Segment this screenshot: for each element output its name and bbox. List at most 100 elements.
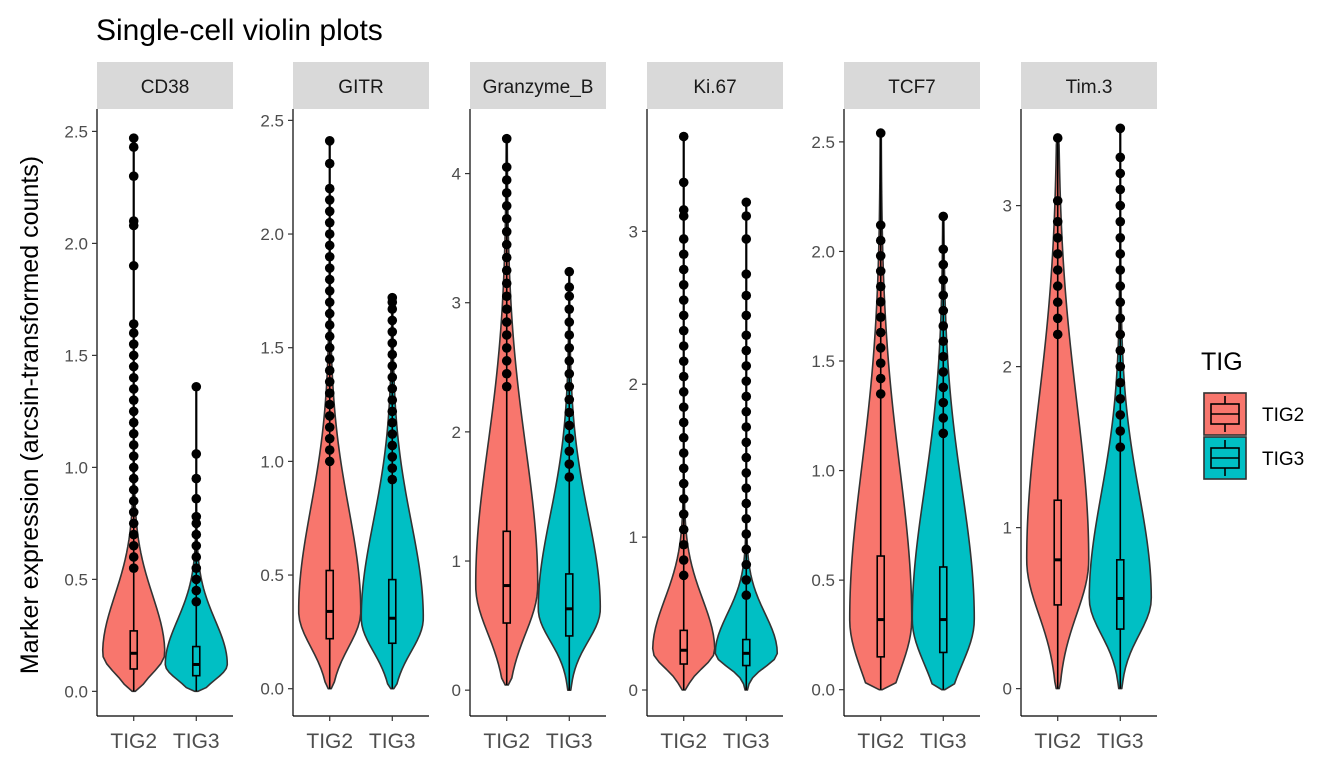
box	[129, 630, 139, 670]
outlier-point	[128, 552, 139, 562]
box	[191, 645, 201, 677]
outlier-point	[938, 351, 949, 362]
facet-label: GITR	[338, 77, 383, 98]
outlier-point	[501, 356, 512, 366]
x-tick-label: TIG3	[173, 730, 220, 753]
outlier-point	[938, 382, 949, 393]
outlier-point	[324, 158, 335, 169]
y-tick-label: 3	[452, 294, 461, 313]
outlier-point	[741, 422, 752, 432]
outlier-point	[741, 544, 752, 555]
y-tick-label: 2.0	[64, 234, 88, 253]
outlier-point	[1115, 233, 1126, 243]
outlier-point	[741, 483, 752, 493]
outlier-point	[324, 263, 335, 273]
outlier-point	[191, 518, 202, 529]
outlier-point	[678, 280, 689, 290]
outlier-point	[741, 211, 752, 221]
outlier-point	[678, 478, 689, 489]
violin-tig2: TIG2	[848, 128, 913, 753]
y-tick-label: 1.5	[811, 352, 835, 371]
outlier-point	[191, 473, 202, 484]
outlier-point	[741, 197, 752, 208]
x-tick-label: TIG3	[920, 730, 967, 753]
outlier-point	[501, 188, 512, 198]
outlier-point	[678, 387, 689, 397]
outlier-point	[741, 361, 752, 371]
outlier-point	[678, 524, 689, 535]
outlier-point	[741, 559, 752, 570]
box	[1053, 499, 1063, 606]
violin-tig2: TIG2	[101, 133, 166, 753]
outlier-point	[324, 365, 335, 376]
outlier-point	[678, 310, 689, 321]
outlier-point	[128, 260, 139, 271]
outlier-point	[324, 286, 335, 296]
facet-strip	[647, 62, 783, 109]
outlier-point	[128, 372, 139, 383]
outlier-point	[678, 234, 689, 244]
outlier-point	[387, 383, 398, 394]
outlier-point	[678, 463, 689, 474]
outlier-point	[564, 304, 575, 314]
facet-label: Ki.67	[693, 77, 736, 98]
outlier-point	[678, 264, 689, 275]
y-tick-label: 0.5	[64, 570, 88, 589]
x-tick-label: TIG3	[723, 730, 770, 753]
outlier-point	[501, 330, 512, 340]
y-tick-label: 2	[629, 375, 638, 394]
outlier-point	[324, 377, 335, 387]
outlier-point	[387, 338, 398, 348]
outlier-point	[564, 317, 575, 327]
outlier-point	[1052, 133, 1063, 143]
outlier-point	[191, 552, 202, 562]
outlier-point	[564, 368, 575, 379]
y-tick-label: 1.0	[811, 462, 835, 481]
outlier-point	[1052, 233, 1063, 243]
outlier-point	[128, 395, 139, 405]
outlier-point	[501, 343, 512, 353]
outlier-point	[678, 356, 689, 367]
outlier-point	[875, 343, 886, 353]
outlier-point	[938, 290, 949, 301]
violin-tig2: TIG2	[651, 131, 716, 753]
outlier-point	[501, 265, 512, 276]
outlier-point	[191, 596, 202, 607]
outlier-point	[1052, 329, 1063, 340]
x-tick-label: TIG3	[369, 730, 416, 753]
outlier-point	[875, 389, 886, 399]
outlier-point	[501, 133, 512, 144]
outlier-point	[741, 575, 752, 585]
outlier-point	[678, 371, 689, 382]
outlier-point	[128, 216, 139, 226]
outlier-point	[564, 343, 575, 353]
outlier-point	[741, 406, 752, 417]
outlier-point	[1052, 313, 1063, 324]
violin-tig2: TIG2	[1025, 133, 1090, 753]
outlier-point	[191, 574, 202, 585]
outlier-point	[387, 292, 398, 303]
outlier-point	[938, 211, 949, 222]
outlier-point	[191, 511, 202, 522]
outlier-point	[564, 446, 575, 457]
outlier-point	[741, 391, 752, 402]
violin-tig2: TIG2	[474, 133, 539, 753]
outlier-point	[938, 244, 949, 255]
outlier-point	[387, 417, 398, 428]
outlier-point	[1115, 361, 1126, 372]
outlier-point	[387, 463, 398, 473]
outlier-point	[1115, 123, 1126, 134]
outlier-point	[501, 291, 512, 302]
y-tick-label: 0.0	[811, 681, 835, 700]
outlier-point	[1115, 168, 1126, 179]
violin-tig3: TIG3	[537, 266, 602, 753]
outlier-point	[564, 433, 575, 444]
outlier-point	[678, 205, 689, 215]
outlier-point	[1115, 281, 1126, 291]
facet-strip	[844, 62, 980, 109]
outlier-point	[1115, 184, 1126, 195]
outlier-point	[741, 290, 752, 301]
violin-tig2: TIG2	[297, 136, 362, 753]
outlier-point	[875, 312, 886, 322]
outlier-point	[678, 448, 689, 458]
